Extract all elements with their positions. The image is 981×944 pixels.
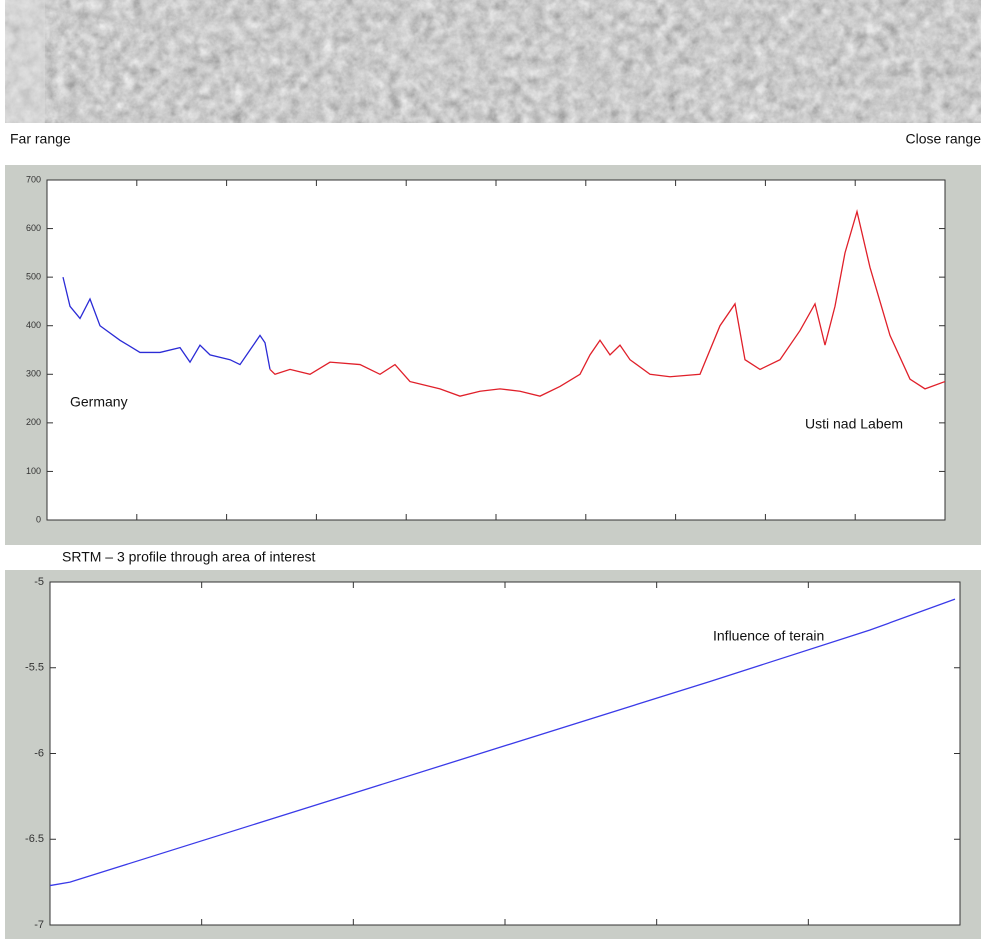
annotation: Influence of terain — [713, 628, 824, 644]
image-edge — [5, 0, 45, 123]
y-tick-label: 300 — [26, 369, 41, 379]
far-range-label: Far range — [10, 131, 71, 147]
close-range-label: Close range — [906, 131, 981, 147]
y-tick-label: 700 — [26, 174, 41, 184]
annotation: Germany — [70, 394, 128, 410]
y-tick-label: 200 — [26, 417, 41, 427]
y-tick-label: -5 — [34, 576, 44, 588]
y-tick-label: -6.5 — [25, 833, 44, 845]
y-tick-label: -5.5 — [25, 662, 44, 674]
y-tick-label: 500 — [26, 272, 41, 282]
y-tick-label: -6 — [34, 747, 44, 759]
sar-image — [5, 0, 981, 123]
annotation: Usti nad Labem — [805, 416, 903, 432]
y-tick-label: 100 — [26, 466, 41, 476]
y-tick-label: 0 — [36, 514, 41, 524]
y-tick-label: 400 — [26, 320, 41, 330]
caption: SRTM – 3 profile through area of interes… — [62, 549, 316, 565]
y-tick-label: 600 — [26, 223, 41, 233]
y-tick-label: -7 — [34, 919, 44, 931]
